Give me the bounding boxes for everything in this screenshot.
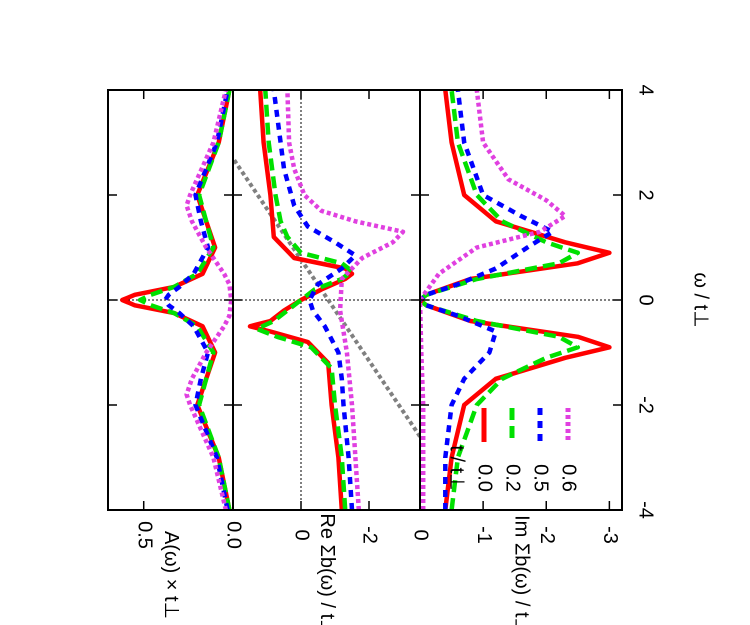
legend-label-0.0: 0.0: [474, 464, 496, 492]
legend-title: t / t⊥: [446, 445, 468, 490]
panel-3-y-tick-label: -2: [536, 526, 558, 544]
panel-3-y-tick-label: 0: [410, 529, 432, 540]
panel-2-y-tick-label: -2: [359, 526, 381, 544]
x-tick-label: -4: [635, 501, 657, 519]
panel-1-series-0.2: [137, 90, 232, 510]
panel-3-series-0.5: [420, 90, 555, 510]
legend-label-0.2: 0.2: [502, 464, 524, 492]
panel-2: [232, 89, 421, 511]
panel-2-y-tick-label: 0: [291, 529, 313, 540]
plot-area: [107, 89, 623, 511]
panel-3-y-tick-label: -1: [473, 526, 495, 544]
panel-1-y-tick-label: 0.5: [133, 521, 155, 549]
panel-1-series-0.6: [184, 90, 233, 510]
panel-1-y-tick-label: 0.0: [223, 521, 245, 549]
x-tick-label: 2: [635, 189, 657, 200]
panel-3-y-axis-title: Im Σb(ω) / t⊥: [511, 515, 533, 625]
panel-2-series-0.2: [254, 90, 355, 510]
panel-2-reference-line-1: [233, 157, 420, 438]
x-tick-label: 4: [635, 84, 657, 95]
panel-2-series-0.6: [285, 90, 406, 510]
panel-3-series-0.2: [420, 90, 581, 510]
legend-label-0.5: 0.5: [530, 464, 552, 492]
x-axis-title: ω / t⊥: [690, 272, 712, 327]
panel-1: [107, 89, 234, 511]
panel-2-y-axis-title: Re Σb(ω) / t⊥: [316, 513, 338, 625]
label-layer: 0.00.5 A(ω) × t⊥ -20 Re Σb(ω) / t⊥ -3-2-10 Im…: [133, 84, 711, 625]
legend: 0.0 0.2 0.5 0.6: [474, 408, 580, 492]
panel-2-series-0.5: [271, 90, 358, 510]
x-tick-label: 0: [635, 294, 657, 305]
panel-3: [419, 89, 623, 511]
panel-1-series-0.5: [162, 90, 230, 510]
x-tick-label: -2: [635, 396, 657, 414]
panel-3-y-tick-label: -3: [599, 526, 621, 544]
panel-3-series-0.0: [420, 90, 612, 510]
panel-1-y-axis-title: A(ω) × t⊥: [160, 531, 182, 619]
legend-label-0.6: 0.6: [558, 464, 580, 492]
